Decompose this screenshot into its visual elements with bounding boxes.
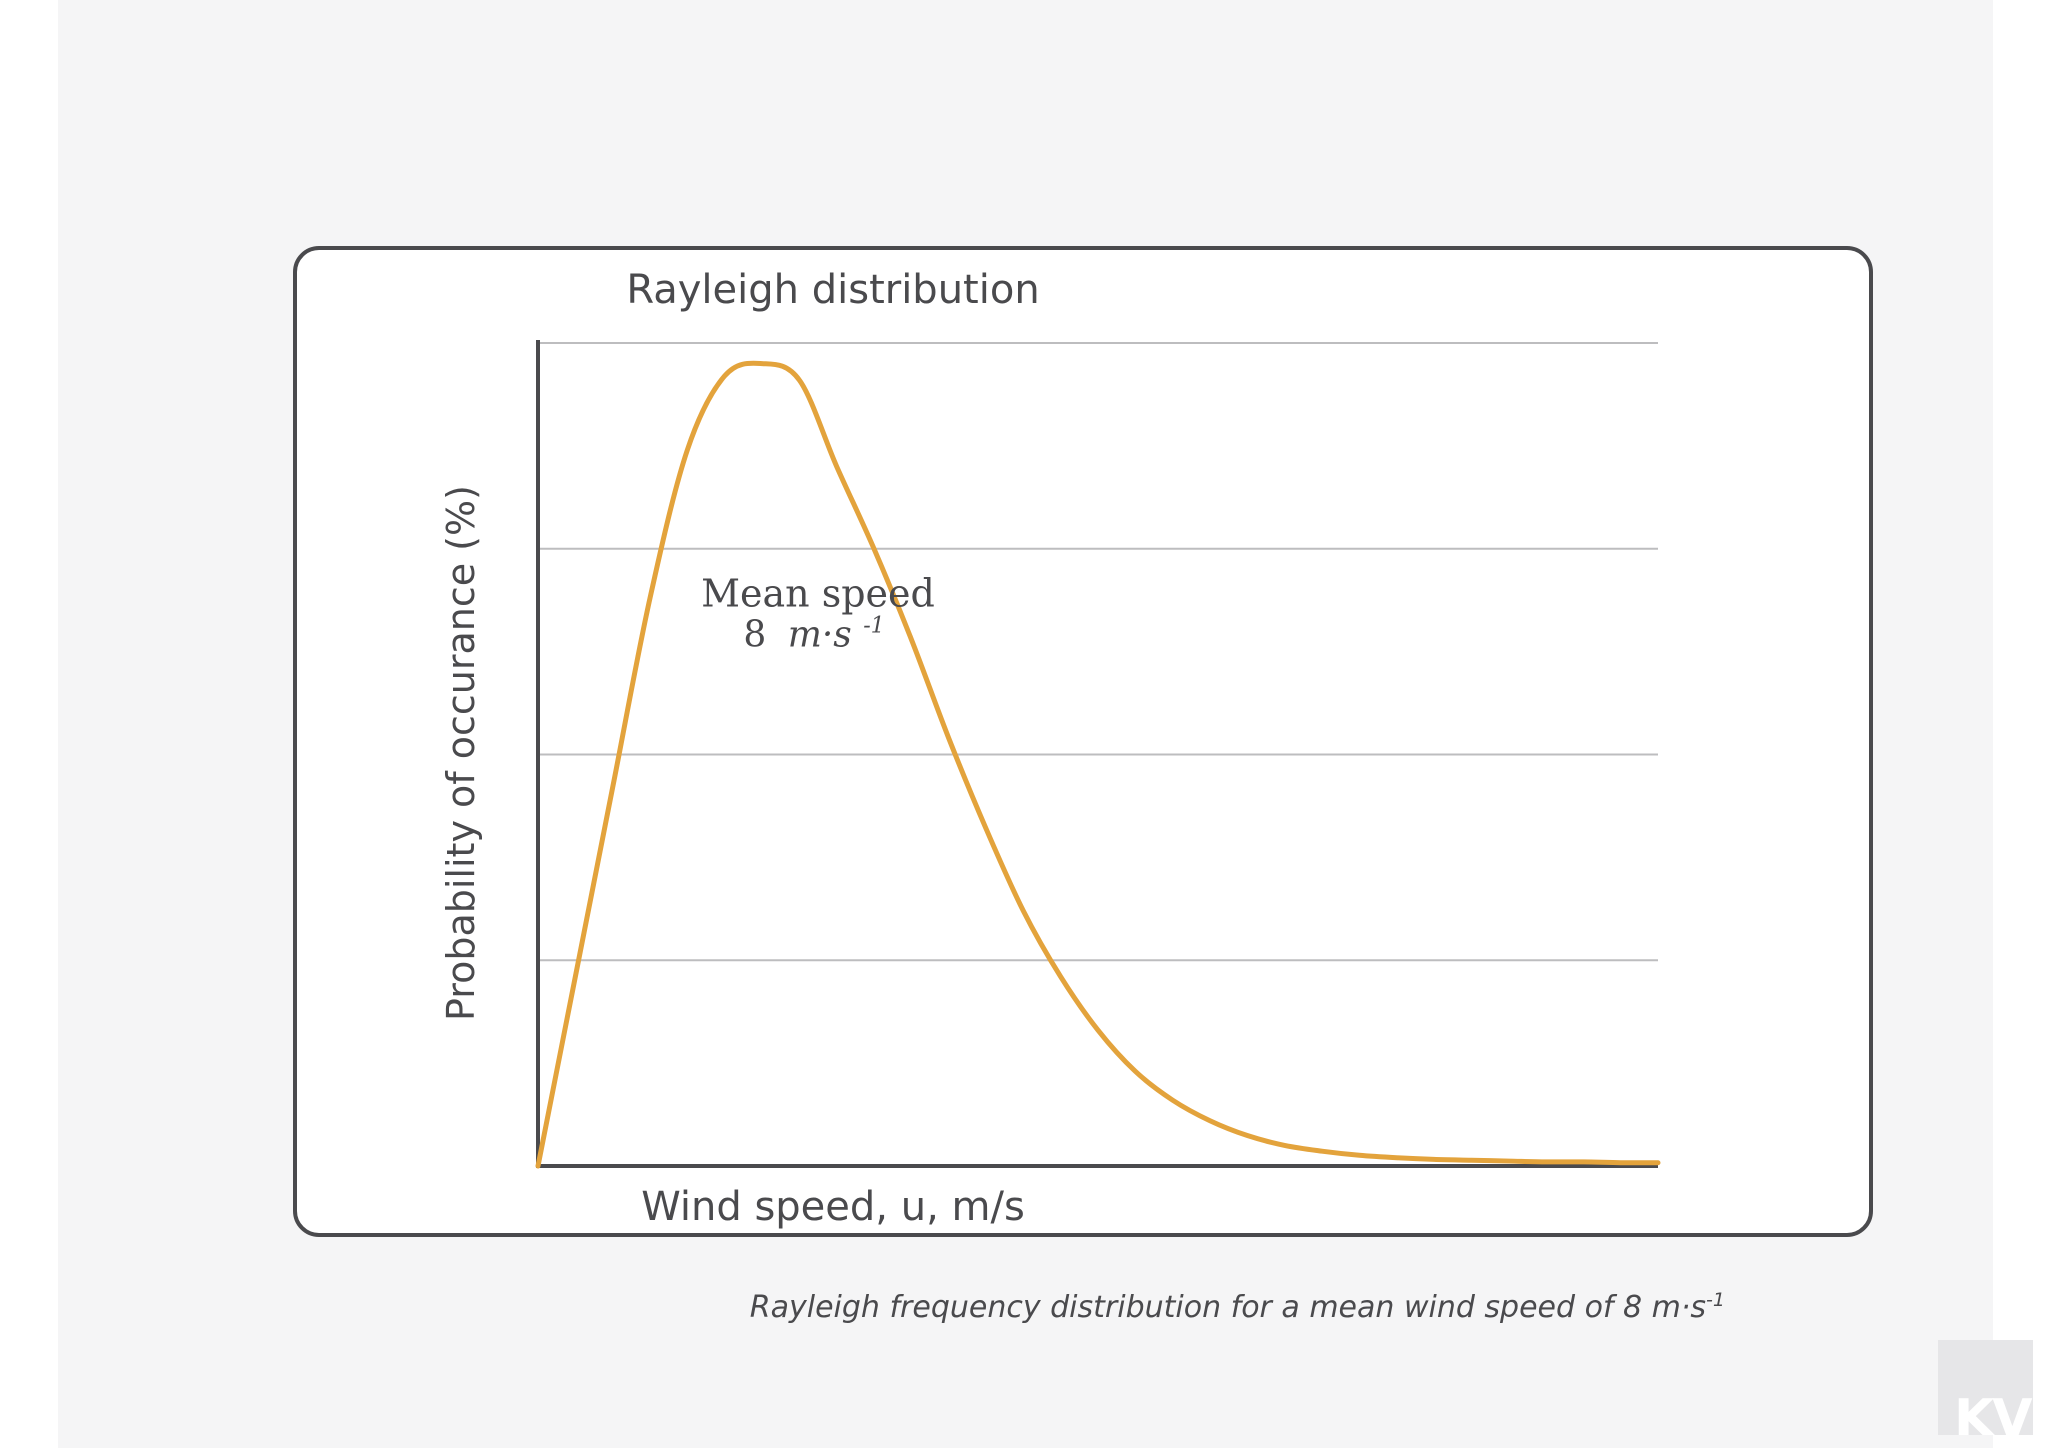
page-background: Rayleigh distribution Mean speed 8 m·s -… (58, 0, 2033, 1448)
mean-speed-label: Mean speed (701, 571, 935, 615)
rayleigh-chart: Rayleigh distribution Mean speed 8 m·s -… (439, 267, 1661, 1230)
figure-caption: Rayleigh frequency distribution for a me… (750, 1290, 1725, 1325)
rayleigh-curve (535, 360, 1661, 1169)
caption-exponent: -1 (1706, 1289, 1725, 1311)
mean-speed-unit: m·s (788, 614, 852, 655)
kv-logo: KV (1938, 1340, 2033, 1435)
gridlines (538, 342, 1658, 962)
mean-speed-value: 8 m·s -1 (743, 613, 884, 655)
y-axis-label: Probability of occurance (%) (439, 485, 483, 1021)
kv-logo-text: KV (1954, 1389, 2033, 1435)
mean-speed-exponent: -1 (863, 613, 884, 638)
x-axis-label: Wind speed, u, m/s (641, 1184, 1025, 1230)
caption-text: Rayleigh frequency distribution for a me… (749, 1290, 1707, 1325)
chart-title: Rayleigh distribution (626, 267, 1039, 313)
mean-speed-number: 8 (743, 614, 766, 655)
